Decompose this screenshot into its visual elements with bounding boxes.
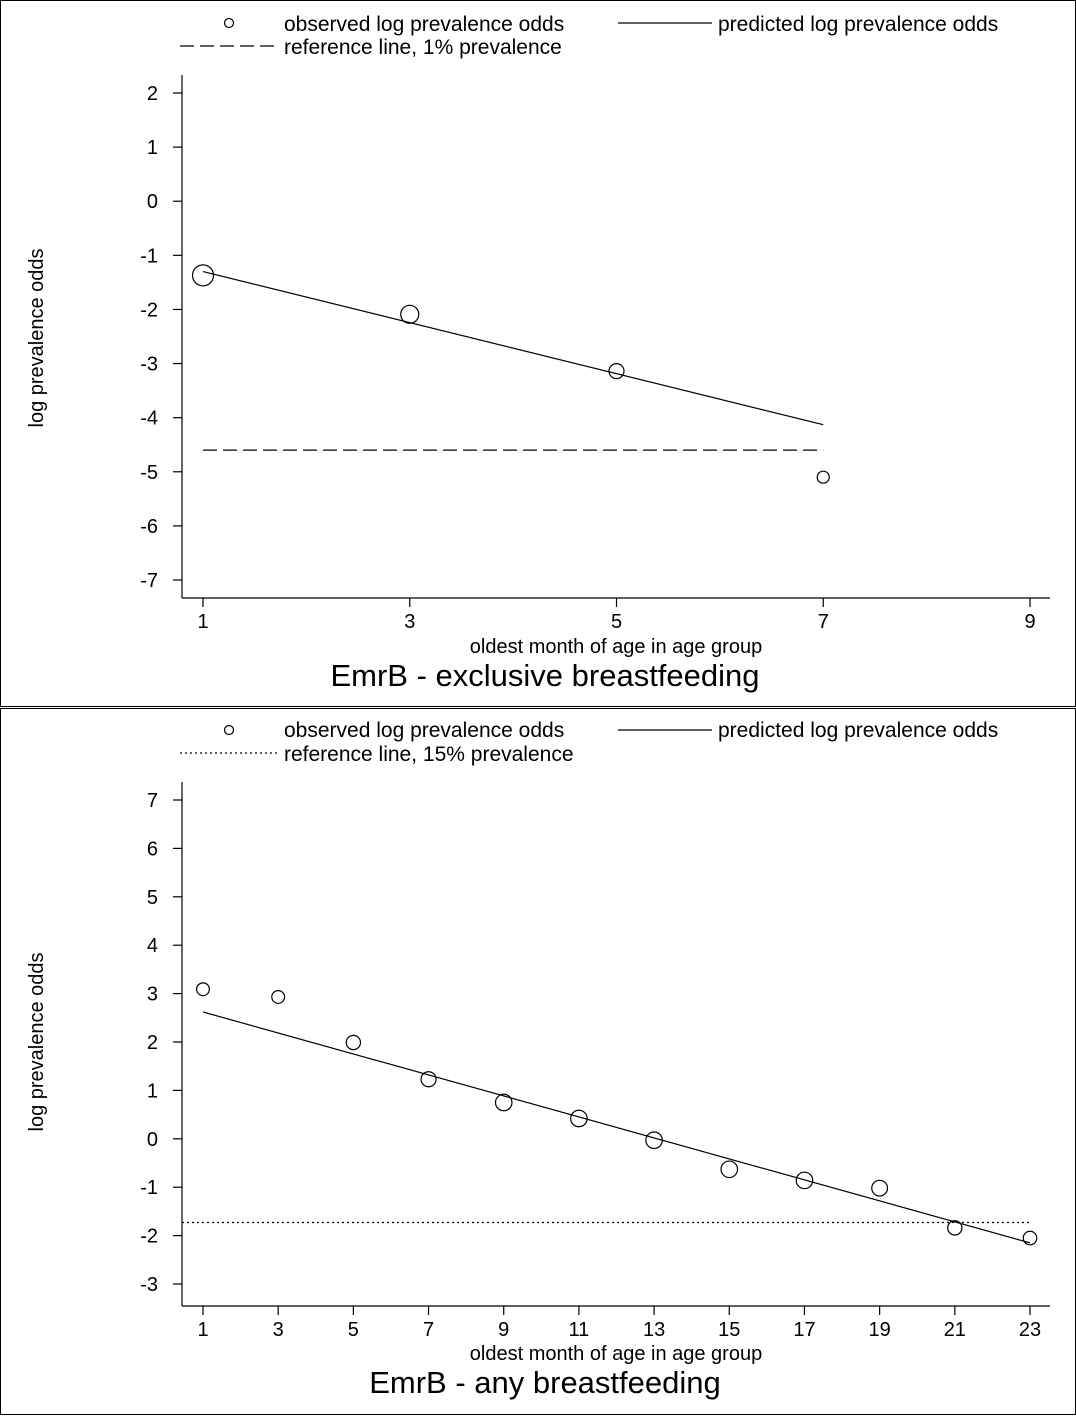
x-tick-label: 23 — [1019, 1319, 1041, 1341]
plot-area — [182, 982, 1038, 1246]
observed-point — [816, 470, 830, 484]
x-tick-label: 5 — [348, 1319, 359, 1341]
panel-any-breastfeeding: observed log prevalence odds predicted l… — [0, 708, 1076, 1415]
observed-point — [191, 264, 215, 287]
observed-point — [420, 1071, 437, 1088]
legend-observed-marker — [223, 724, 235, 736]
legend-observed-label: observed log prevalence odds — [284, 719, 564, 742]
legend-predicted-label: predicted log prevalence odds — [718, 719, 998, 742]
x-tick-label: 1 — [197, 1319, 208, 1341]
predicted-line — [202, 270, 824, 426]
y-tick-label: -2 — [140, 1226, 158, 1248]
y-tick-label: -4 — [140, 408, 158, 430]
observed-point — [196, 982, 210, 997]
observed-point — [608, 363, 625, 380]
x-tick-label: 5 — [611, 611, 622, 633]
observed-point — [570, 1109, 588, 1128]
panel-exclusive-breastfeeding: observed log prevalence odds predicted l… — [0, 0, 1076, 707]
legend: observed log prevalence odds predicted l… — [180, 13, 998, 59]
x-tick-label: 3 — [404, 611, 415, 633]
y-tick-label: -7 — [140, 570, 158, 592]
y-tick-label: -1 — [140, 245, 158, 267]
y-tick-label: -1 — [140, 1177, 158, 1199]
x-tick-label: 17 — [793, 1319, 815, 1341]
y-tick-label: -6 — [140, 516, 158, 538]
x-tick-label: 7 — [423, 1319, 434, 1341]
legend: observed log prevalence odds predicted l… — [180, 719, 998, 766]
x-tick-label: 21 — [944, 1319, 966, 1341]
y-tick-label: 0 — [147, 1129, 158, 1151]
observed-point — [947, 1220, 963, 1236]
plot-area — [191, 264, 830, 484]
x-tick-label: 19 — [869, 1319, 891, 1341]
legend-observed-marker — [223, 17, 235, 29]
observed-point — [271, 990, 286, 1004]
y-tick-label: 3 — [147, 984, 158, 1006]
x-tick-label: 15 — [718, 1319, 740, 1341]
x-axis-title: oldest month of age in age group — [470, 1343, 762, 1365]
y-tick-label: -3 — [140, 354, 158, 376]
observed-point — [720, 1160, 739, 1179]
legend-reference-label: reference line, 1% prevalence — [284, 36, 562, 59]
x-tick-label: 13 — [643, 1319, 665, 1341]
observed-point — [871, 1179, 889, 1197]
y-axis-title: log prevalence odds — [26, 248, 48, 427]
x-tick-label: 9 — [1024, 611, 1035, 633]
chart-title: EmrB - exclusive breastfeeding — [330, 658, 759, 693]
y-axis-title: log prevalence odds — [26, 952, 48, 1131]
y-tick-label: -5 — [140, 462, 158, 484]
legend-reference-label: reference line, 15% prevalence — [284, 743, 574, 766]
y-tick-label: -2 — [140, 299, 158, 321]
y-tick-label: 1 — [147, 137, 158, 159]
y-tick-label: 2 — [147, 83, 158, 105]
y-tick-label: 0 — [147, 191, 158, 213]
observed-point — [400, 304, 420, 324]
observed-point — [645, 1131, 663, 1150]
legend-observed-label: observed log prevalence odds — [284, 13, 564, 36]
x-tick-label: 11 — [569, 1319, 590, 1341]
y-tick-label: 2 — [147, 1032, 158, 1054]
x-tick-label: 7 — [818, 611, 829, 633]
legend-predicted-label: predicted log prevalence odds — [718, 13, 998, 36]
y-tick-label: 6 — [147, 838, 158, 860]
observed-point — [795, 1171, 814, 1190]
observed-point — [1022, 1230, 1038, 1246]
observed-point — [345, 1034, 362, 1051]
x-tick-label: 3 — [273, 1319, 284, 1341]
x-tick-label: 1 — [197, 611, 208, 633]
y-tick-label: 7 — [147, 790, 158, 812]
axes: 2 1 0 -1 -2 -3 -4 -5 -6 -7 1 3 5 7 9 — [140, 75, 1050, 633]
y-tick-label: 5 — [147, 887, 158, 909]
x-tick-label: 9 — [498, 1319, 509, 1341]
panel-frame — [0, 0, 1076, 707]
y-tick-label: 4 — [147, 935, 158, 957]
y-tick-label: 1 — [147, 1080, 158, 1102]
x-axis-title: oldest month of age in age group — [470, 636, 762, 658]
y-tick-label: -3 — [140, 1274, 158, 1296]
chart-title: EmrB - any breastfeeding — [369, 1365, 721, 1400]
panel-frame — [0, 708, 1076, 1415]
predicted-line — [202, 1011, 1031, 1244]
observed-point — [494, 1093, 513, 1112]
